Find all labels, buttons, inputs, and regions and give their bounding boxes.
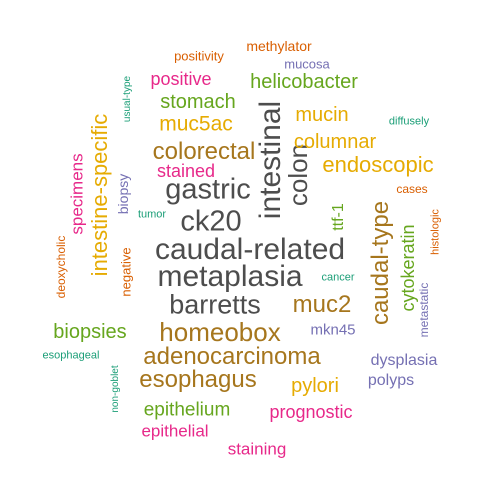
word-metaplasia: metaplasia [157,260,303,293]
word-diffusely: diffusely [388,115,430,128]
word-barretts: barretts [169,289,261,320]
word-homeobox: homeobox [159,317,281,347]
word-metastatic: metastatic [417,282,431,338]
word-negative: negative [118,247,134,297]
word-intestinal: intestinal [254,100,287,220]
word-biopsies: biopsies [53,321,127,343]
word-dysplasia: dysplasia [370,352,438,369]
word-deoxycholic: deoxycholic [54,235,68,299]
word-ttf-1: ttf-1 [330,203,347,231]
word-stained: stained [156,161,216,181]
word-colon: colon [283,143,313,207]
word-pylori: pylori [291,375,339,397]
word-mkn45: mkn45 [310,321,356,339]
word-positive: positive [150,69,212,89]
word-columnar: columnar [293,131,377,153]
word-muc2: muc2 [292,291,352,318]
word-endoscopic: endoscopic [322,152,434,177]
word-esophageal: esophageal [42,349,100,362]
word-cytokeratin: cytokeratin [398,224,418,312]
word-helicobacter: helicobacter [250,71,358,93]
word-ck20: ck20 [180,205,242,238]
word-cases: cases [396,182,428,196]
word-positivity: positivity [174,48,224,64]
word-epithelial: epithelial [141,421,209,441]
word-caudal-type: caudal-type [367,200,394,326]
word-usual-type: usual-type [122,75,133,123]
word-esophagus: esophagus [139,366,257,393]
word-biopsy: biopsy [115,173,131,215]
word-polyps: polyps [367,372,415,389]
word-gastric: gastric [165,173,251,206]
word-colorectal: colorectal [152,138,256,165]
word-muc5ac: muc5ac [159,112,233,136]
word-adenocarcinoma: adenocarcinoma [143,343,321,370]
word-epithelium: epithelium [143,399,231,421]
word-mucosa: mucosa [284,56,330,72]
word-tumor: tumor [137,208,167,221]
word-cancer: cancer [321,271,355,284]
word-intestine-specific: intestine-specific [87,113,112,277]
word-mucin: mucin [295,104,349,126]
word-stomach: stomach [160,91,236,113]
word-specimens: specimens [67,153,87,235]
word-caudal-related: caudal-related [154,233,346,266]
word-non-goblet: non-goblet [110,365,121,413]
word-staining: staining [227,439,287,459]
word-methylator: methylator [246,38,312,54]
word-prognostic: prognostic [269,402,353,422]
word-histologic: histologic [429,209,442,255]
